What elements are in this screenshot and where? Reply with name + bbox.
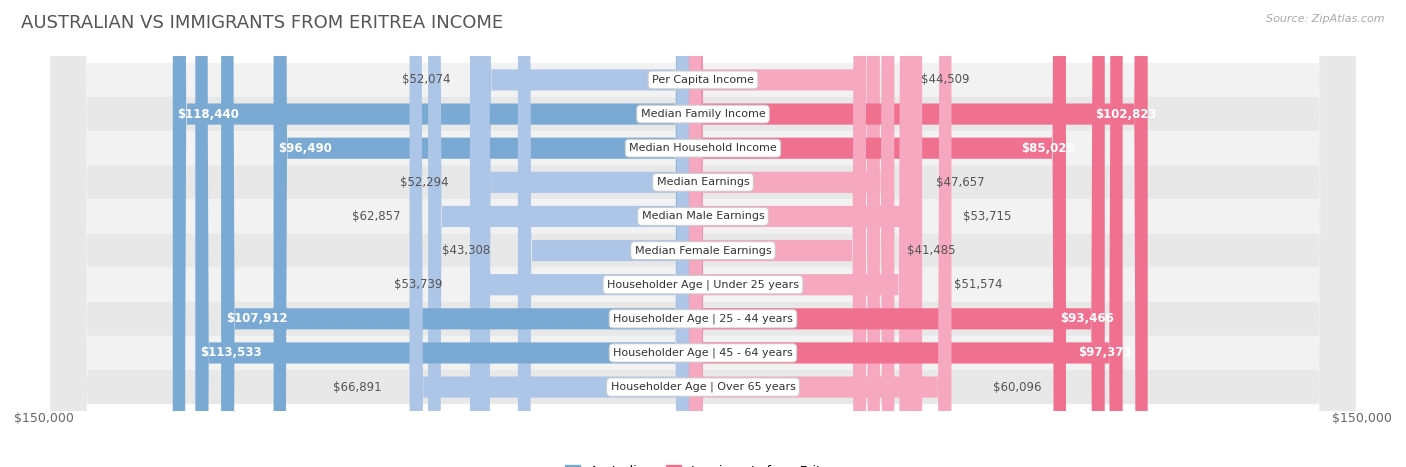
FancyBboxPatch shape bbox=[689, 0, 952, 467]
FancyBboxPatch shape bbox=[517, 0, 689, 467]
FancyBboxPatch shape bbox=[689, 0, 1066, 467]
Text: Median Female Earnings: Median Female Earnings bbox=[634, 246, 772, 255]
Text: $118,440: $118,440 bbox=[177, 107, 239, 120]
Text: $44,509: $44,509 bbox=[921, 73, 970, 86]
FancyBboxPatch shape bbox=[195, 0, 689, 467]
Text: Householder Age | Under 25 years: Householder Age | Under 25 years bbox=[607, 279, 799, 290]
Text: $85,025: $85,025 bbox=[1021, 142, 1076, 155]
FancyBboxPatch shape bbox=[51, 0, 1355, 467]
FancyBboxPatch shape bbox=[274, 0, 689, 467]
FancyBboxPatch shape bbox=[51, 0, 1355, 467]
FancyBboxPatch shape bbox=[51, 0, 1355, 467]
Text: Householder Age | 25 - 44 years: Householder Age | 25 - 44 years bbox=[613, 313, 793, 324]
FancyBboxPatch shape bbox=[689, 0, 866, 467]
FancyBboxPatch shape bbox=[689, 0, 922, 467]
FancyBboxPatch shape bbox=[51, 0, 1355, 467]
Text: $41,485: $41,485 bbox=[907, 244, 956, 257]
FancyBboxPatch shape bbox=[689, 0, 1105, 467]
Text: $52,294: $52,294 bbox=[401, 176, 449, 189]
Text: AUSTRALIAN VS IMMIGRANTS FROM ERITREA INCOME: AUSTRALIAN VS IMMIGRANTS FROM ERITREA IN… bbox=[21, 14, 503, 32]
FancyBboxPatch shape bbox=[173, 0, 689, 467]
Text: $96,490: $96,490 bbox=[278, 142, 332, 155]
FancyBboxPatch shape bbox=[51, 0, 1355, 467]
Text: Median Family Income: Median Family Income bbox=[641, 109, 765, 119]
Text: Median Household Income: Median Household Income bbox=[628, 143, 778, 153]
Text: Median Male Earnings: Median Male Earnings bbox=[641, 212, 765, 221]
Text: $150,000: $150,000 bbox=[1331, 411, 1392, 425]
FancyBboxPatch shape bbox=[477, 0, 689, 467]
FancyBboxPatch shape bbox=[689, 0, 1122, 467]
FancyBboxPatch shape bbox=[51, 0, 1355, 467]
Text: $53,715: $53,715 bbox=[963, 210, 1012, 223]
Text: $93,466: $93,466 bbox=[1060, 312, 1114, 325]
FancyBboxPatch shape bbox=[51, 0, 1355, 467]
FancyBboxPatch shape bbox=[51, 0, 1355, 467]
FancyBboxPatch shape bbox=[51, 0, 1355, 467]
Text: $53,739: $53,739 bbox=[394, 278, 443, 291]
Text: $60,096: $60,096 bbox=[993, 381, 1042, 394]
Text: Source: ZipAtlas.com: Source: ZipAtlas.com bbox=[1267, 14, 1385, 24]
Text: $51,574: $51,574 bbox=[953, 278, 1002, 291]
FancyBboxPatch shape bbox=[409, 0, 689, 467]
Text: $62,857: $62,857 bbox=[352, 210, 401, 223]
Text: Householder Age | 45 - 64 years: Householder Age | 45 - 64 years bbox=[613, 348, 793, 358]
Text: Median Earnings: Median Earnings bbox=[657, 177, 749, 187]
FancyBboxPatch shape bbox=[470, 0, 689, 467]
Text: $107,912: $107,912 bbox=[226, 312, 287, 325]
FancyBboxPatch shape bbox=[427, 0, 689, 467]
Text: $66,891: $66,891 bbox=[333, 381, 382, 394]
Text: $43,308: $43,308 bbox=[441, 244, 491, 257]
Text: $47,657: $47,657 bbox=[935, 176, 984, 189]
FancyBboxPatch shape bbox=[689, 0, 912, 467]
Text: $97,373: $97,373 bbox=[1078, 347, 1132, 360]
FancyBboxPatch shape bbox=[51, 0, 1355, 467]
Text: $52,074: $52,074 bbox=[402, 73, 450, 86]
FancyBboxPatch shape bbox=[221, 0, 689, 467]
FancyBboxPatch shape bbox=[689, 0, 1147, 467]
Text: Householder Age | Over 65 years: Householder Age | Over 65 years bbox=[610, 382, 796, 392]
Legend: Australian, Immigrants from Eritrea: Australian, Immigrants from Eritrea bbox=[560, 460, 846, 467]
Text: $113,533: $113,533 bbox=[200, 347, 262, 360]
FancyBboxPatch shape bbox=[478, 0, 689, 467]
Text: $150,000: $150,000 bbox=[14, 411, 75, 425]
Text: Per Capita Income: Per Capita Income bbox=[652, 75, 754, 85]
Text: $102,823: $102,823 bbox=[1095, 107, 1157, 120]
FancyBboxPatch shape bbox=[689, 0, 880, 467]
FancyBboxPatch shape bbox=[689, 0, 894, 467]
